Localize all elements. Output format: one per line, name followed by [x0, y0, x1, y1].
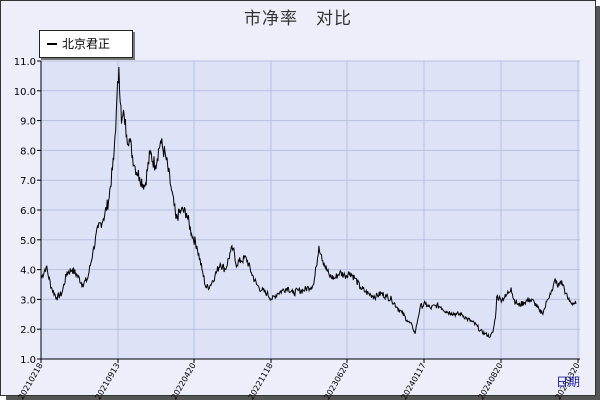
y-axis: 1.0 2.0 3.0 4.0 5.0 6.0 7.0 8.0 9.0 10.0 11.0 [14, 57, 42, 366]
x-tick-label: 20221118 [247, 362, 275, 400]
legend-label: 北京君正 [62, 37, 111, 51]
x-tick-label: 20220420 [170, 362, 198, 400]
y-tick-label: 1.0 [20, 355, 36, 366]
frame-shadow-bottom [6, 396, 600, 400]
y-tick-label: 2.0 [20, 325, 36, 336]
x-tick-label: 20240820 [477, 362, 505, 400]
x-tick-label: 20230620 [323, 362, 351, 400]
series-layer [40, 66, 577, 339]
y-tick-label: 3.0 [20, 295, 36, 306]
y-tick-label: 4.0 [20, 266, 36, 277]
x-axis: 20210218 20210913 20220420 20221118 20230620… [17, 358, 582, 400]
y-tick-label: 7.0 [20, 176, 36, 187]
x-tick-label: 20210218 [17, 362, 45, 400]
x-axis-label: 日期 [556, 375, 581, 389]
y-tick-label: 6.0 [20, 206, 36, 217]
y-tick-label: 11.0 [14, 57, 36, 68]
frame-shadow-right [596, 6, 600, 400]
y-tick-label: 9.0 [20, 117, 36, 128]
chart-title: 市净率 对比 [244, 9, 352, 29]
x-tick-label: 20210913 [94, 362, 122, 400]
series-line [40, 66, 577, 339]
y-tick-label: 10.0 [14, 87, 36, 98]
y-tick-label: 8.0 [20, 146, 36, 157]
legend: 北京君正 [39, 30, 133, 58]
y-tick-label: 5.0 [20, 236, 36, 247]
legend-swatch [47, 43, 57, 45]
x-tick-label: 20240117 [400, 362, 428, 400]
